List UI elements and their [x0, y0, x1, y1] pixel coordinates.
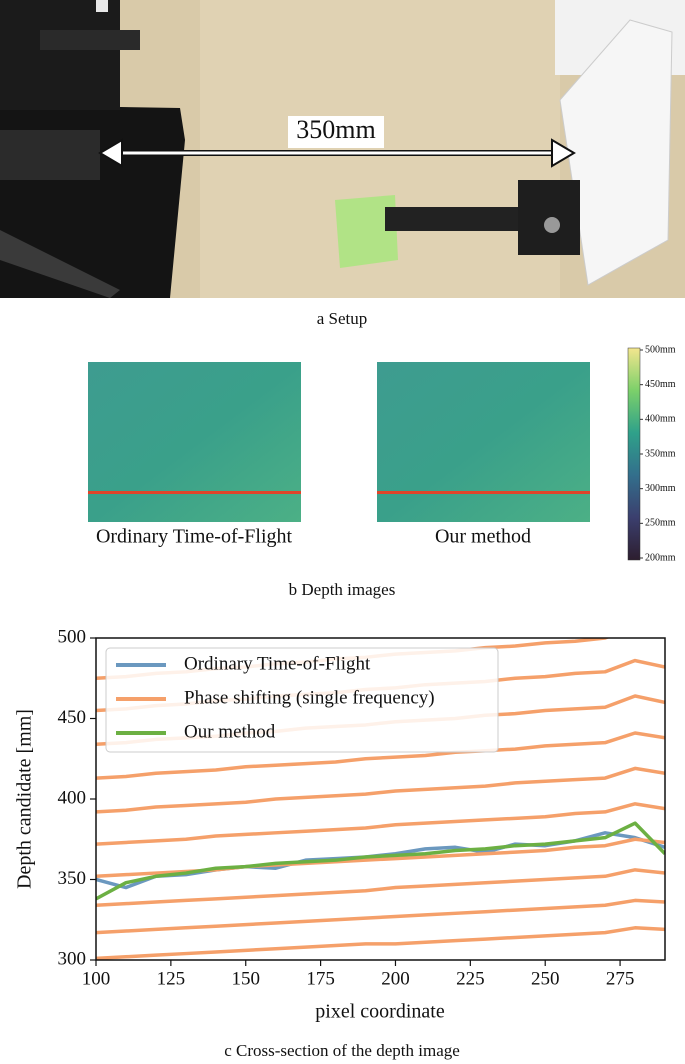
colorbar-label: 250mm [645, 518, 676, 529]
y-axis-label: Depth candidate [mm] [14, 709, 36, 889]
axes: 100 125 150 175 200 225 250 275 300 350 400 450 500 [58, 626, 635, 989]
colorbar-label: 300mm [645, 483, 676, 494]
data-line [96, 898, 665, 935]
data-line [96, 821, 665, 901]
y-tick-label: 350 [58, 868, 87, 889]
data-line [96, 731, 665, 780]
y-tick-label: 300 [58, 948, 87, 969]
legend-label: Our method [184, 721, 276, 742]
x-axis-label: pixel coordinate [315, 1001, 445, 1023]
data-line [96, 926, 665, 960]
legend-label: Phase shifting (single frequency) [184, 687, 435, 708]
distance-label: 350mm [296, 115, 375, 144]
data-line [96, 802, 665, 846]
panel-label: Ordinary Time-of-Flight [96, 526, 293, 548]
colorbar-label: 200mm [645, 552, 676, 563]
data-line [96, 868, 665, 908]
x-tick-label: 150 [231, 968, 260, 989]
legend-label: Ordinary Time-of-Flight [184, 653, 371, 674]
y-tick-label: 450 [58, 707, 87, 728]
x-tick-label: 200 [381, 968, 410, 989]
panel-label: Our method [435, 526, 531, 548]
depth-images [88, 347, 641, 561]
colorbar-label: 450mm [645, 379, 676, 390]
caption: b Depth images [289, 580, 396, 599]
legend: Ordinary Time-of-Flight Phase shifting (s… [105, 647, 499, 753]
caption: c Cross-section of the depth image [224, 1041, 460, 1060]
colorbar-labels: 500mm 450mm 400mm 350mm 300mm 250mm 200mm [640, 344, 676, 563]
y-tick-label: 500 [58, 626, 87, 647]
setup-photo: 350mm [0, 0, 685, 298]
x-tick-label: 175 [306, 968, 335, 989]
x-tick-label: 250 [531, 968, 560, 989]
data-line [96, 766, 665, 814]
x-tick-label: 275 [606, 968, 635, 989]
x-tick-label: 125 [157, 968, 186, 989]
x-tick-label: 225 [456, 968, 485, 989]
colorbar-label: 350mm [645, 448, 676, 459]
x-tick-label: 100 [82, 968, 111, 989]
colorbar-label: 400mm [645, 414, 676, 425]
colorbar-label: 500mm [645, 344, 676, 355]
caption: a Setup [317, 309, 368, 328]
y-tick-label: 400 [58, 787, 87, 808]
